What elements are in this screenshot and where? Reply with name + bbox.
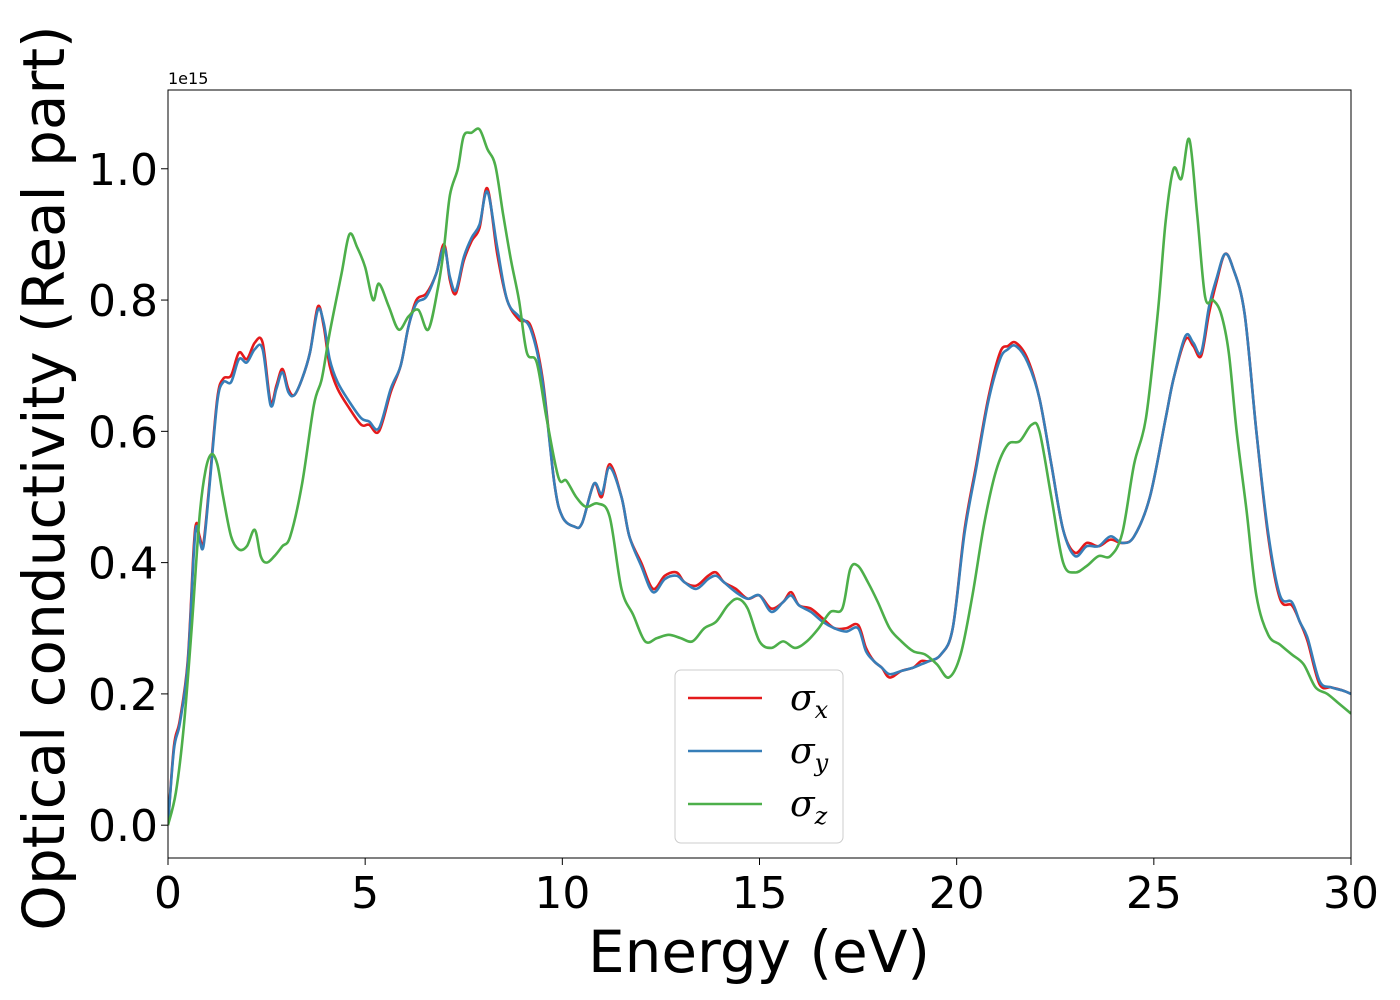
y-tick-label: 0.0 — [88, 801, 158, 852]
y-tick-label: 0.6 — [88, 407, 158, 458]
x-axis-title: Energy (eV) — [588, 918, 930, 986]
x-tick-label: 25 — [1126, 868, 1182, 919]
legend-box — [674, 669, 844, 844]
legend-label-x: σx — [790, 678, 829, 724]
series-line-z — [168, 127, 1351, 826]
y-offset-label: 1e15 — [168, 69, 208, 88]
legend: σx σy σz — [674, 669, 844, 844]
y-tick-label: 0.2 — [88, 670, 158, 721]
series-layer — [168, 127, 1351, 826]
x-tick-label: 15 — [732, 868, 788, 919]
x-tick-label: 5 — [351, 868, 379, 919]
y-tick-label: 0.4 — [88, 539, 158, 590]
y-axis: 0.0 0.2 0.4 0.6 0.8 1.0 — [88, 145, 168, 852]
y-tick-label: 1.0 — [88, 145, 158, 196]
series-line-y — [168, 190, 1351, 826]
x-tick-label: 0 — [154, 868, 182, 919]
x-tick-label: 20 — [929, 868, 985, 919]
x-tick-label: 30 — [1323, 868, 1379, 919]
x-axis: 0 5 10 15 20 25 30 — [154, 858, 1379, 919]
legend-label-z: σz — [790, 784, 828, 830]
y-tick-label: 0.8 — [88, 276, 158, 327]
y-axis-title: Optical conductivity (Real part) — [10, 25, 78, 930]
x-tick-label: 10 — [534, 868, 590, 919]
legend-label-y: σy — [790, 731, 829, 777]
